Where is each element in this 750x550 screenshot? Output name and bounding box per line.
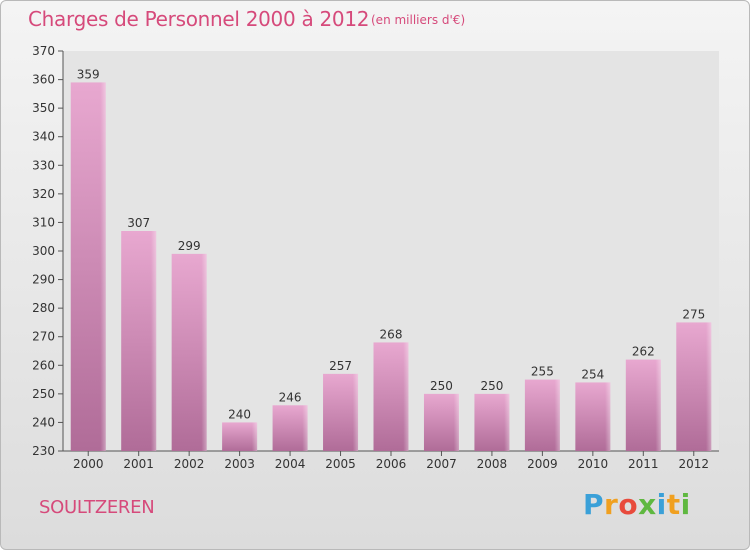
y-tick-label: 250 — [32, 387, 55, 401]
bar-highlight — [625, 359, 661, 451]
data-label: 254 — [581, 367, 604, 381]
bar-highlight — [373, 342, 409, 451]
bar-highlight — [423, 393, 459, 451]
x-tick-label: 2005 — [325, 457, 356, 471]
bar-highlight — [524, 379, 560, 451]
data-label: 359 — [77, 67, 100, 81]
x-tick-label: 2009 — [527, 457, 558, 471]
y-tick-label: 340 — [32, 130, 55, 144]
data-label: 255 — [531, 365, 554, 379]
data-label: 275 — [682, 307, 705, 321]
y-tick-label: 270 — [32, 330, 55, 344]
y-tick-label: 350 — [32, 101, 55, 115]
data-label: 240 — [228, 407, 251, 421]
brand-logo: Proxiti — [583, 488, 691, 521]
data-label: 250 — [430, 379, 453, 393]
y-tick-label: 260 — [32, 358, 55, 372]
x-tick-label: 2010 — [578, 457, 609, 471]
bar-highlight — [121, 231, 157, 451]
y-tick-label: 240 — [32, 415, 55, 429]
bar-highlight — [676, 322, 712, 451]
x-tick-label: 2003 — [224, 457, 255, 471]
data-label: 268 — [380, 327, 403, 341]
y-tick-label: 320 — [32, 187, 55, 201]
y-axis: 230 240 250 260 270 280 290 300 310 320 330 340 350 3… — [32, 44, 64, 458]
x-tick-label: 2004 — [275, 457, 306, 471]
y-tick-label: 280 — [32, 301, 55, 315]
y-tick-label: 290 — [32, 273, 55, 287]
brand-letter: x — [638, 488, 657, 521]
bar-highlight — [474, 393, 510, 451]
x-axis: 2000 2001 2002 2003 2004 2005 2006 2007 2008 2009… — [63, 450, 719, 471]
x-tick-label: 2001 — [123, 457, 154, 471]
brand-letter: P — [583, 488, 605, 521]
y-tick-label: 360 — [32, 73, 55, 87]
x-tick-label: 2012 — [678, 457, 709, 471]
x-tick-label: 2006 — [376, 457, 407, 471]
data-label: 246 — [279, 390, 302, 404]
bar-highlight — [222, 422, 258, 451]
x-tick-label: 2011 — [628, 457, 659, 471]
brand-letter: r — [604, 488, 619, 521]
brand-letter: i — [656, 488, 667, 521]
data-labels: 359 307 299 240 246 257 268 250 250 255 254 262 275 — [77, 67, 705, 421]
bar-highlight — [575, 382, 611, 451]
brand-letter: t — [666, 488, 681, 521]
bar-highlight — [70, 82, 106, 451]
y-tick-label: 310 — [32, 215, 55, 229]
chart-title: Charges de Personnel 2000 à 2012 — [28, 7, 370, 31]
x-tick-label: 2002 — [174, 457, 205, 471]
data-label: 257 — [329, 359, 352, 373]
y-tick-label: 300 — [32, 244, 55, 258]
chart-subtitle: (en milliers d'€) — [371, 13, 466, 27]
data-label: 250 — [480, 379, 503, 393]
y-tick-label: 330 — [32, 158, 55, 172]
y-tick-label: 370 — [32, 44, 55, 58]
bar-highlight — [171, 253, 207, 451]
y-tick-label: 230 — [32, 444, 55, 458]
x-tick-label: 2008 — [477, 457, 508, 471]
brand-letter: o — [618, 488, 639, 521]
data-label: 299 — [178, 239, 201, 253]
data-label: 262 — [632, 345, 655, 359]
data-label: 307 — [127, 216, 150, 230]
x-tick-label: 2007 — [426, 457, 457, 471]
city-name: SOULTZEREN — [39, 497, 155, 518]
bar-highlight — [272, 405, 308, 451]
x-tick-label: 2000 — [73, 457, 104, 471]
bar-highlight — [323, 373, 359, 451]
brand-letter: i — [680, 488, 691, 521]
bars — [70, 82, 712, 451]
